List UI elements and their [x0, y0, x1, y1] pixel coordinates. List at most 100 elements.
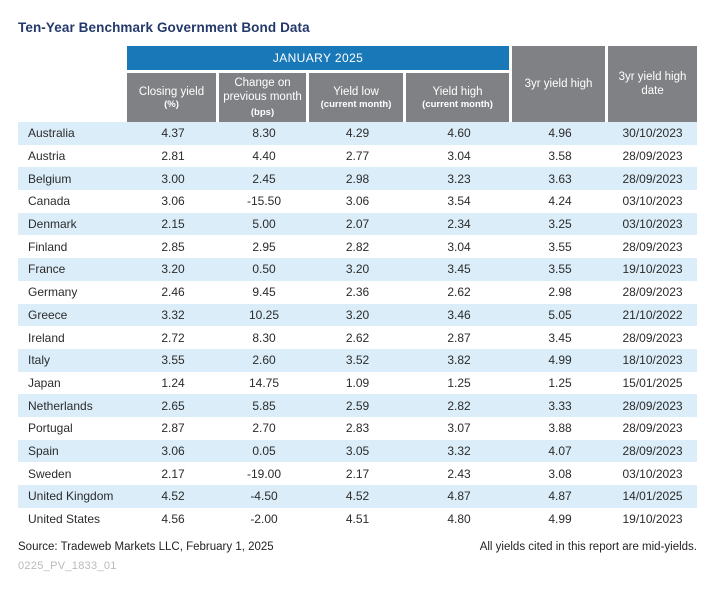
country-cell: Australia — [28, 126, 75, 141]
table-header: JANUARY 2025 3yr yield high 3yr yield hi… — [18, 46, 698, 122]
value-cell: 19/10/2023 — [622, 262, 683, 277]
value-cell: 2.17 — [345, 466, 370, 481]
value-cell: 2.70 — [252, 421, 276, 436]
value-cell: 2.07 — [345, 217, 370, 232]
value-cell: 2.45 — [252, 171, 276, 186]
value-cell: 3.55 — [548, 239, 572, 254]
table-row: Portugal 2.87 2.70 2.83 3.07 3.88 28/09/2023 — [18, 416, 698, 440]
value-cell: 3.04 — [447, 149, 471, 164]
value-cell: 8.30 — [252, 126, 276, 141]
value-cell: 2.65 — [161, 398, 185, 413]
value-cell: 3.06 — [161, 194, 185, 209]
value-cell: 4.51 — [345, 512, 370, 527]
value-cell: 19/10/2023 — [622, 512, 683, 527]
value-cell: 2.87 — [447, 330, 471, 345]
column-header-sub: (current month) — [422, 98, 493, 110]
country-cell: Germany — [28, 285, 78, 300]
table-row: Canada 3.06 -15.50 3.06 3.54 4.24 03/10/2023 — [18, 190, 698, 213]
value-cell: 30/10/2023 — [622, 126, 683, 141]
value-cell: 10.25 — [248, 307, 280, 322]
value-cell: 4.07 — [548, 443, 572, 458]
value-cell: 2.46 — [161, 285, 185, 300]
country-cell: Canada — [28, 194, 71, 209]
value-cell: 28/09/2023 — [622, 171, 683, 186]
column-header-sub: (bps) — [250, 106, 275, 118]
value-cell: 4.96 — [548, 126, 572, 141]
value-cell: 03/10/2023 — [622, 217, 683, 232]
table-row: Australia 4.37 8.30 4.29 4.60 4.96 30/10/2023 — [18, 122, 698, 145]
value-cell: 2.82 — [345, 239, 370, 254]
value-cell: 4.87 — [548, 489, 572, 504]
value-cell: 3.82 — [447, 353, 471, 368]
value-cell: 3.20 — [345, 307, 370, 322]
country-cell: Portugal — [28, 421, 73, 436]
table-row: United Kingdom 4.52 -4.50 4.52 4.87 4.87 14/01… — [18, 485, 698, 508]
value-cell: 0.50 — [252, 262, 276, 277]
value-cell: 2.59 — [345, 398, 370, 413]
value-cell: 15/01/2025 — [622, 375, 683, 390]
value-cell: 28/09/2023 — [622, 330, 683, 345]
value-cell: 2.95 — [252, 239, 276, 254]
country-cell: Ireland — [28, 330, 65, 345]
table-row: Sweden 2.17 -19.00 2.17 2.43 3.08 03/10/2023 — [18, 462, 698, 485]
value-cell: 3.46 — [447, 307, 471, 322]
value-cell: 1.25 — [447, 375, 471, 390]
value-cell: 4.87 — [447, 489, 471, 504]
column-header-3yr-yield-high-date: 3yr yield high date — [608, 46, 698, 122]
country-cell: United Kingdom — [28, 489, 114, 504]
table-row: Finland 2.85 2.95 2.82 3.04 3.55 28/09/2023 — [18, 235, 698, 259]
value-cell: 14.75 — [248, 375, 280, 390]
value-cell: 1.24 — [161, 375, 185, 390]
value-cell: 2.85 — [161, 239, 185, 254]
page-title: Ten-Year Benchmark Government Bond Data — [18, 20, 310, 35]
value-cell: 9.45 — [252, 285, 276, 300]
bond-data-table: JANUARY 2025 3yr yield high 3yr yield hi… — [18, 46, 698, 531]
value-cell: 3.32 — [161, 307, 185, 322]
value-cell: 2.34 — [447, 217, 471, 232]
value-cell: 28/09/2023 — [622, 239, 683, 254]
month-banner: JANUARY 2025 — [127, 46, 513, 73]
column-header-closing-yield: Closing yield (%) — [127, 73, 219, 122]
country-cell: Sweden — [28, 466, 72, 481]
country-cell: United States — [28, 512, 101, 527]
country-cell: Austria — [28, 149, 66, 164]
value-cell: 4.40 — [252, 149, 276, 164]
value-cell: 4.99 — [548, 512, 572, 527]
value-cell: 4.99 — [548, 353, 572, 368]
value-cell: 5.85 — [252, 398, 276, 413]
table-row: Greece 3.32 10.25 3.20 3.46 5.05 21/10/2022 — [18, 303, 698, 327]
value-cell: 4.37 — [161, 126, 185, 141]
value-cell: 2.72 — [161, 330, 185, 345]
value-cell: 18/10/2023 — [622, 353, 683, 368]
value-cell: 3.55 — [161, 353, 185, 368]
value-cell: 0.05 — [252, 443, 276, 458]
country-cell: Denmark — [28, 217, 77, 232]
value-cell: 3.32 — [447, 443, 471, 458]
value-cell: 2.87 — [161, 421, 185, 436]
value-cell: 3.55 — [548, 262, 572, 277]
value-cell: 3.00 — [161, 171, 185, 186]
footer: Source: Tradeweb Markets LLC, February 1… — [18, 541, 697, 553]
value-cell: 5.00 — [252, 217, 276, 232]
value-cell: 2.43 — [447, 466, 471, 481]
value-cell: -15.50 — [246, 194, 282, 209]
column-header-sub: (%) — [164, 98, 179, 110]
column-header-3yr-yield-high: 3yr yield high — [512, 46, 609, 122]
column-header-change: Change on previous month (bps) — [219, 73, 309, 122]
value-cell: 28/09/2023 — [622, 285, 683, 300]
value-cell: 3.58 — [548, 149, 572, 164]
value-cell: 4.29 — [345, 126, 370, 141]
column-header-sub: (current month) — [320, 98, 392, 110]
value-cell: 4.52 — [161, 489, 185, 504]
value-cell: 2.17 — [161, 466, 185, 481]
country-cell: Belgium — [28, 171, 72, 186]
value-cell: 2.60 — [252, 353, 276, 368]
value-cell: 03/10/2023 — [622, 194, 683, 209]
table-row: Netherlands 2.65 5.85 2.59 2.82 3.33 28/09/202… — [18, 394, 698, 417]
value-cell: 5.05 — [548, 307, 572, 322]
value-cell: -4.50 — [250, 489, 278, 504]
value-cell: 2.36 — [345, 285, 370, 300]
table-body: Australia 4.37 8.30 4.29 4.60 4.96 30/10/2023 A… — [18, 122, 698, 531]
table-row: France 3.20 0.50 3.20 3.45 3.55 19/10/2023 — [18, 258, 698, 281]
